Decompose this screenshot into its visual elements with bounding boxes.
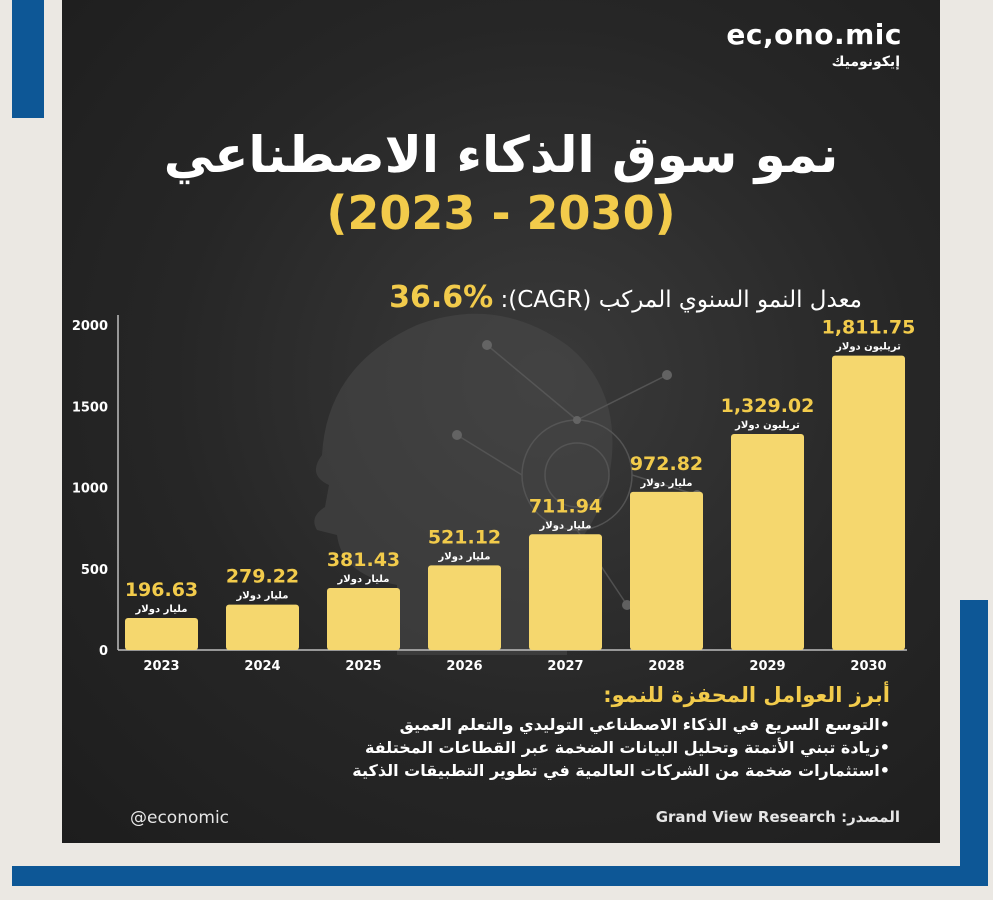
unit-label: مليار دولار [438, 551, 491, 562]
social-handle: @economic [130, 808, 230, 828]
y-tick-label: 1500 [72, 400, 108, 415]
x-tick-label: 2030 [850, 659, 886, 674]
driver-item: •التوسع السريع في الذكاء الاصطناعي التول… [399, 715, 890, 734]
bar [428, 565, 501, 650]
drivers-title: أبرز العوامل المحفزة للنمو: [603, 683, 890, 707]
data-label: 972.82 [630, 453, 703, 475]
data-label: 521.12 [428, 526, 501, 548]
source-credit: المصدر: Grand View Research [656, 808, 900, 826]
bar-chart: 0 500 1000 1500 2000 196.63 مليار دولار 2023 279… [72, 315, 916, 674]
x-tick-label: 2027 [547, 659, 583, 674]
y-tick-label: 2000 [72, 319, 108, 334]
bar [125, 618, 198, 650]
x-tick-label: 2024 [244, 659, 280, 674]
unit-label: مليار دولار [539, 520, 592, 531]
unit-label: تريليون دولار [734, 420, 800, 431]
accent-bar-left [12, 0, 44, 118]
data-label: 196.63 [125, 579, 198, 601]
unit-label: مليار دولار [236, 591, 289, 602]
unit-label: مليار دولار [135, 604, 188, 615]
bar [226, 604, 299, 650]
driver-item: •استثمارات ضخمة من الشركات العالمية في ت… [352, 761, 890, 780]
data-label: 1,329.02 [721, 395, 815, 417]
brand-logo: ec,ono.mic [726, 18, 902, 51]
data-label: 711.94 [529, 495, 602, 517]
x-tick-label: 2023 [143, 659, 179, 674]
bar [731, 434, 804, 650]
data-label: 381.43 [327, 549, 400, 571]
bar [630, 491, 703, 650]
x-tick-label: 2026 [446, 659, 482, 674]
infographic-card: ec,ono.mic إيكونوميك نمو سوق الذكاء الاص… [62, 0, 940, 843]
unit-label: مليار دولار [337, 574, 390, 585]
unit-label: مليار دولار [640, 478, 693, 489]
growth-drivers: أبرز العوامل المحفزة للنمو: •التوسع السر… [352, 683, 890, 782]
x-tick-label: 2028 [648, 659, 684, 674]
y-tick-label: 500 [81, 563, 108, 578]
accent-bar-bottom [12, 866, 988, 886]
cagr-value: 36.6% [389, 280, 494, 315]
x-tick-label: 2025 [345, 659, 381, 674]
data-label: 1,811.75 [822, 317, 916, 339]
bar [529, 534, 602, 650]
driver-item: •زيادة تبني الأتمتة وتحليل البيانات الضخ… [364, 738, 890, 757]
x-tick-label: 2029 [749, 659, 785, 674]
y-tick-label: 0 [99, 644, 108, 659]
cagr-label: معدل النمو السنوي المركب (CAGR): [500, 287, 862, 313]
unit-label: تريليون دولار [835, 342, 901, 353]
source-label: المصدر: [841, 808, 900, 826]
data-label: 279.22 [226, 566, 299, 588]
accent-bar-right [960, 600, 988, 886]
chart-title: نمو سوق الذكاء الاصطناعي [163, 126, 839, 184]
chart-subtitle: (2023 - 2030) [326, 186, 676, 240]
source-value: Grand View Research [655, 808, 836, 826]
bar [327, 588, 400, 650]
brand-logo-arabic: إيكونوميك [831, 54, 900, 70]
bar [832, 355, 905, 650]
y-tick-label: 1000 [72, 482, 108, 497]
cagr-line: معدل النمو السنوي المركب (CAGR): 36.6% [389, 280, 862, 315]
